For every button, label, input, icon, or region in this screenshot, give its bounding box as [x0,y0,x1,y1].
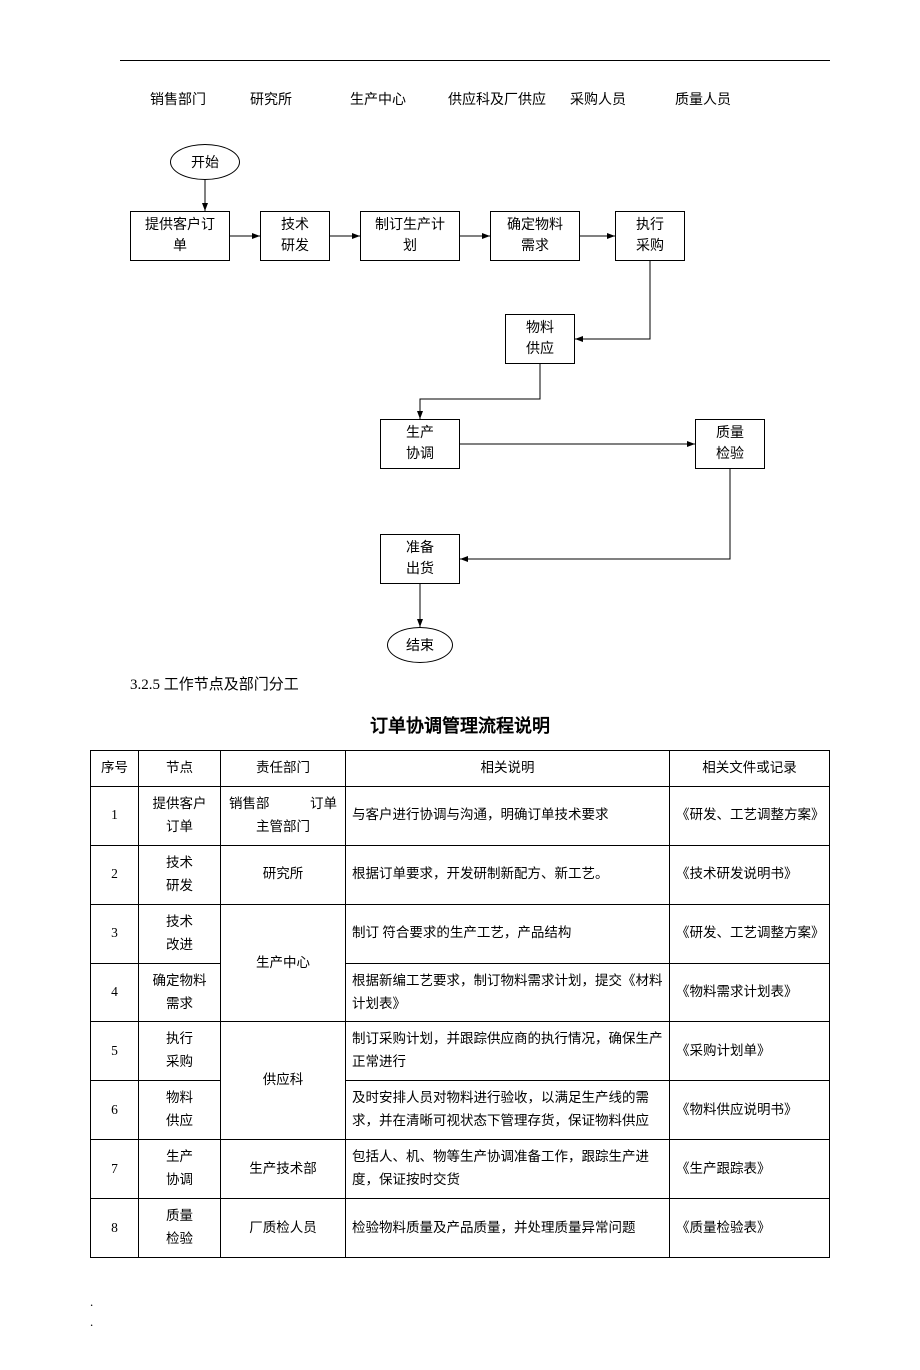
flow-node: 确定物料需求 [490,211,580,261]
cell-doc: 《物料供应说明书》 [670,1081,830,1140]
swimlane-label: 研究所 [250,89,292,109]
cell-doc: 《物料需求计划表》 [670,963,830,1022]
th-no: 序号 [91,751,139,787]
terminator-start: 开始 [170,144,240,180]
section-number: 3.2.5 工作节点及部门分工 [130,673,830,694]
cell-desc: 制订 符合要求的生产工艺，产品结构 [346,904,670,963]
cell-node: 执行采购 [139,1022,221,1081]
cell-no: 8 [91,1199,139,1258]
cell-no: 5 [91,1022,139,1081]
cell-no: 2 [91,845,139,904]
cell-dept: 厂质检人员 [221,1199,346,1258]
table-row: 4确定物料需求 根据新编工艺要求，制订物料需求计划，提交《材料计划表》《物料需求计… [91,963,830,1022]
table-row: 5执行采购供应科制订采购计划，并跟踪供应商的执行情况，确保生产正常进行《采购计划… [91,1022,830,1081]
swimlane-label: 销售部门 [150,89,206,109]
cell-no: 6 [91,1081,139,1140]
cell-no: 4 [91,963,139,1022]
th-doc: 相关文件或记录 [670,751,830,787]
cell-doc: 《研发、工艺调整方案》 [670,904,830,963]
cell-desc: 根据新编工艺要求，制订物料需求计划，提交《材料计划表》 [346,963,670,1022]
cell-no: 1 [91,786,139,845]
th-dept: 责任部门 [221,751,346,787]
cell-desc: 制订采购计划，并跟踪供应商的执行情况，确保生产正常进行 [346,1022,670,1081]
cell-dept: 销售部 订单主管部门 [221,786,346,845]
cell-desc: 及时安排人员对物料进行验收，以满足生产线的需求，并在清晰可视状态下管理存货，保证… [346,1081,670,1140]
terminator-end: 结束 [387,627,453,663]
cell-doc: 《采购计划单》 [670,1022,830,1081]
flow-node: 生产协调 [380,419,460,469]
footer-dot: . [90,1314,830,1330]
cell-node: 物料供应 [139,1081,221,1140]
cell-dept: 生产中心 [221,904,346,1022]
cell-doc: 《质量检验表》 [670,1199,830,1258]
cell-desc: 包括人、机、物等生产协调准备工作，跟踪生产进度，保证按时交货 [346,1140,670,1199]
cell-node: 确定物料需求 [139,963,221,1022]
flowchart: 销售部门 研究所 生产中心 供应科及厂供应 采购人员 质量人员 开始 结束 提供客户订单技… [120,89,830,669]
table-row: 3技术改进生产中心制订 符合要求的生产工艺，产品结构《研发、工艺调整方案》 [91,904,830,963]
cell-node: 生产协调 [139,1140,221,1199]
flow-node: 技术研发 [260,211,330,261]
th-node: 节点 [139,751,221,787]
cell-node: 质量检验 [139,1199,221,1258]
cell-node: 提供客户订单 [139,786,221,845]
flow-node: 执行采购 [615,211,685,261]
flow-node: 提供客户订单 [130,211,230,261]
th-desc: 相关说明 [346,751,670,787]
cell-node: 技术改进 [139,904,221,963]
table-row: 8质量检验厂质检人员检验物料质量及产品质量，并处理质量异常问题《质量检验表》 [91,1199,830,1258]
top-rule [120,60,830,61]
table-row: 6物料供应 及时安排人员对物料进行验收，以满足生产线的需求，并在清晰可视状态下管理… [91,1081,830,1140]
cell-desc: 检验物料质量及产品质量，并处理质量异常问题 [346,1199,670,1258]
cell-doc: 《研发、工艺调整方案》 [670,786,830,845]
flow-node: 质量检验 [695,419,765,469]
cell-dept: 生产技术部 [221,1140,346,1199]
swimlane-label: 质量人员 [675,89,731,109]
cell-doc: 《生产跟踪表》 [670,1140,830,1199]
flow-node: 制订生产计划 [360,211,460,261]
cell-doc: 《技术研发说明书》 [670,845,830,904]
flow-node: 准备出货 [380,534,460,584]
cell-dept: 研究所 [221,845,346,904]
cell-no: 3 [91,904,139,963]
cell-node: 技术研发 [139,845,221,904]
swimlane-label: 供应科及厂供应 [448,89,546,109]
cell-desc: 与客户进行协调与沟通，明确订单技术要求 [346,786,670,845]
flow-node: 物料供应 [505,314,575,364]
swimlane-label: 生产中心 [350,89,406,109]
table-header-row: 序号 节点 责任部门 相关说明 相关文件或记录 [91,751,830,787]
cell-dept: 供应科 [221,1022,346,1140]
process-table: 序号 节点 责任部门 相关说明 相关文件或记录 1提供客户订单销售部 订单主管部… [90,750,830,1258]
cell-desc: 根据订单要求，开发研制新配方、新工艺。 [346,845,670,904]
table-row: 1提供客户订单销售部 订单主管部门与客户进行协调与沟通，明确订单技术要求《研发、… [91,786,830,845]
table-row: 7生产协调生产技术部包括人、机、物等生产协调准备工作，跟踪生产进度，保证按时交货… [91,1140,830,1199]
cell-no: 7 [91,1140,139,1199]
table-row: 2技术研发研究所根据订单要求，开发研制新配方、新工艺。《技术研发说明书》 [91,845,830,904]
swimlane-label: 采购人员 [570,89,626,109]
section-title: 订单协调管理流程说明 [90,712,830,738]
